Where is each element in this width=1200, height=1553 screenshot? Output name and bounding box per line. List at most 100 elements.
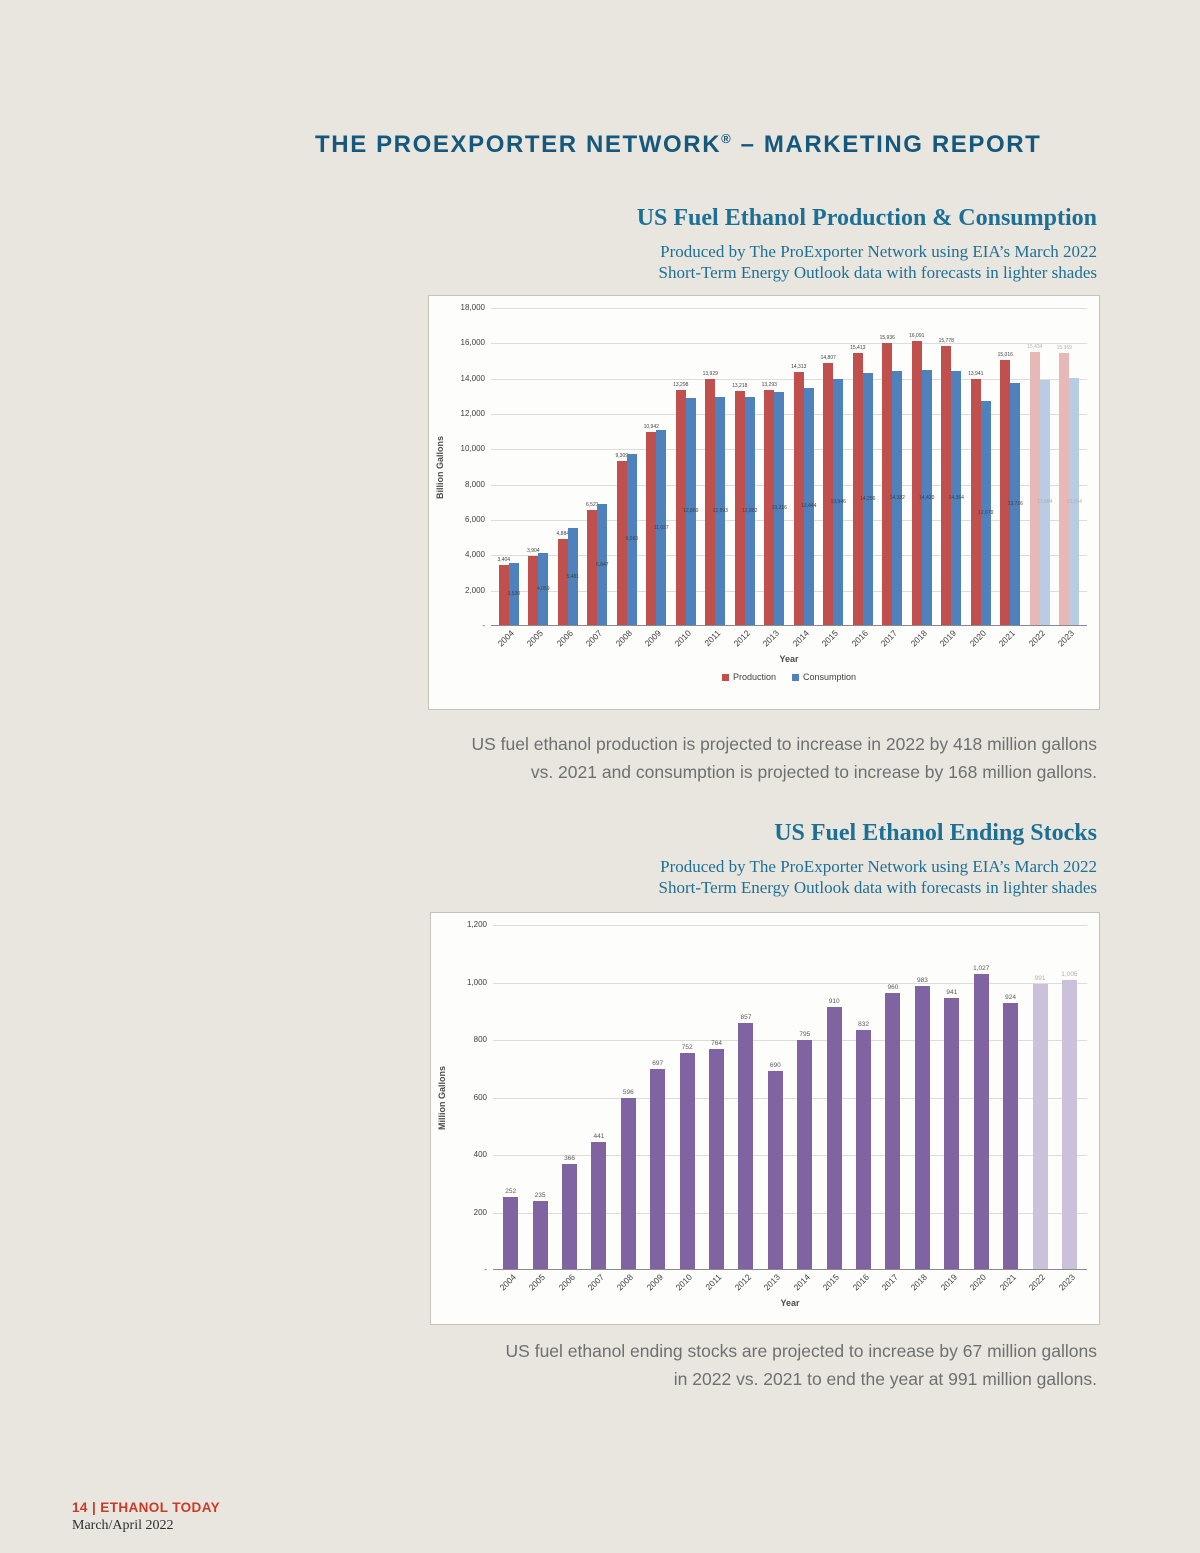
bar-holder: 13,941 [968, 308, 983, 625]
y-tick-label: 1,200 [466, 920, 487, 929]
chart1-title: US Fuel Ethanol Production & Consumption [636, 205, 1097, 231]
bar-consumption-2004 [508, 562, 519, 625]
x-tick-label-2013: 2013 [760, 628, 782, 649]
bar-ending-stocks-2012 [738, 1022, 754, 1269]
x-tick-cell: 2005 [524, 626, 554, 654]
bar-value-label: 15,936 [879, 335, 895, 342]
bar-value-label: 252 [505, 1187, 517, 1195]
bar-group-2015: 910 [819, 925, 848, 1269]
bar-holder: 14,256 [860, 308, 875, 625]
bar-value-label: 983 [916, 977, 928, 985]
bar-value-label: 1,005 [1061, 971, 1078, 979]
bar-value-label: 15,778 [938, 338, 954, 345]
chart-area: Million Gallons - 200 400 600 800 1,000 1,200 25… [431, 913, 1099, 1324]
bar-group-2023: 15,369 13,954 [1055, 308, 1085, 625]
bar-production-2018 [911, 340, 922, 625]
bar-ending-stocks-2014 [797, 1040, 813, 1269]
bar-group-2012: 857 [731, 925, 760, 1269]
bar-group-2018: 983 [908, 925, 937, 1269]
x-tick-label-2022: 2022 [1026, 1272, 1048, 1293]
bar-group-2014: 795 [790, 925, 819, 1269]
y-tick-label: 200 [473, 1207, 487, 1217]
bar-value-label: 235 [534, 1192, 546, 1200]
bar-value-label: 14,382 [889, 494, 905, 501]
bar-holder: 3,404 [497, 308, 510, 625]
bar-value-label: 4,059 [536, 586, 550, 593]
bar-value-label: 15,434 [1027, 344, 1043, 351]
bar-ending-stocks-2022 [1032, 984, 1048, 1269]
bar-holder: 690 [767, 925, 783, 1269]
gridline [493, 1040, 1087, 1041]
gridline [491, 378, 1087, 380]
x-tick-label-2004: 2004 [495, 628, 516, 649]
bar-holder: 14,382 [889, 308, 905, 625]
x-tick-label-2015: 2015 [819, 628, 841, 649]
bar-ending-stocks-2011 [709, 1049, 725, 1269]
x-tick-cell: 2020 [967, 1270, 996, 1298]
x-tick-cell: 2007 [583, 626, 613, 654]
y-tick-label: 10,000 [460, 444, 485, 454]
chart1-subtitle-line2: Short-Term Energy Outlook data with fore… [658, 263, 1097, 282]
x-tick-cell: 2010 [672, 1270, 701, 1298]
bar-holder: 15,778 [938, 308, 954, 625]
x-tick-cell: 2021 [996, 1270, 1025, 1298]
bar-production-2021 [1000, 359, 1011, 625]
x-tick-label-2007: 2007 [583, 628, 605, 649]
x-tick-label-2014: 2014 [791, 1272, 812, 1293]
bar-value-label: 9,309 [615, 452, 629, 459]
y-tick-label: 600 [473, 1092, 487, 1102]
chart-plot-column: - 200 400 600 800 1,000 1,200 252 235 366 441 596 69… [447, 920, 1087, 1320]
x-tick-label-2006: 2006 [554, 628, 575, 649]
bar-production-2009 [646, 431, 657, 625]
bar-consumption-2018 [921, 370, 932, 625]
footer-issue-date: March/April 2022 [72, 1518, 174, 1533]
bar-value-label: 941 [946, 989, 958, 997]
bar-ending-stocks-2007 [591, 1142, 607, 1269]
x-tick-label-2018: 2018 [909, 1272, 930, 1293]
x-tick-label-2015: 2015 [820, 1272, 842, 1293]
bar-ending-stocks-2008 [620, 1097, 636, 1269]
bar-value-label: 11,037 [653, 524, 669, 531]
gridline [491, 343, 1087, 345]
x-tick-cell: 2023 [1055, 626, 1085, 654]
bar-ending-stocks-2016 [856, 1029, 872, 1269]
gridline [493, 982, 1087, 984]
bar-production-2012 [734, 391, 745, 625]
bar-production-2004 [498, 564, 509, 625]
gridline [491, 449, 1087, 451]
x-tick-cell: 2011 [701, 626, 731, 654]
section1-heading: US Fuel Ethanol Production & Consumption… [637, 205, 1097, 283]
y-tick-label: 12,000 [460, 409, 485, 418]
bar-holder: 441 [591, 925, 607, 1269]
x-tick-cell: 2009 [643, 1270, 672, 1298]
bar-value-label: 10,942 [643, 423, 659, 430]
x-tick-cell: 2004 [496, 1270, 525, 1298]
report-header-text-rest: – MARKETING REPORT [732, 131, 1042, 158]
bar-holder: 9,309 [615, 308, 629, 625]
bar-holder: 252 [503, 925, 519, 1269]
gridline [491, 484, 1087, 486]
bar-value-label: 13,298 [673, 382, 689, 389]
bar-group-2008: 596 [614, 925, 643, 1269]
bar-holder: 14,807 [821, 308, 836, 625]
bar-value-label: 752 [681, 1043, 693, 1051]
gridline [491, 520, 1087, 521]
bar-value-label: 4,884 [556, 530, 570, 537]
chart2-subtitle-line2: Short-Term Energy Outlook data with fore… [658, 878, 1097, 897]
x-tick-label-2012: 2012 [731, 628, 752, 649]
x-tick-cell: 2008 [614, 1270, 643, 1298]
bar-value-label: 13,884 [1037, 499, 1053, 506]
bar-holder: 12,893 [713, 308, 728, 625]
x-tick-label-2005: 2005 [524, 628, 546, 649]
bar-value-label: 15,413 [850, 344, 866, 351]
bar-group-2013: 690 [761, 925, 790, 1269]
x-axis-title: Year [779, 654, 799, 664]
bar-value-label: 690 [769, 1061, 781, 1069]
bar-ending-stocks-2006 [562, 1163, 578, 1269]
chart2-caption-line2: in 2022 vs. 2021 to end the year at 991 … [673, 1368, 1097, 1389]
bar-holder: 15,434 [1027, 308, 1043, 625]
bar-group-2021: 15,016 13,716 [996, 308, 1026, 625]
bar-production-2017 [882, 343, 893, 625]
y-tick-label: 18,000 [460, 303, 485, 312]
x-tick-cell: 2019 [937, 626, 967, 654]
